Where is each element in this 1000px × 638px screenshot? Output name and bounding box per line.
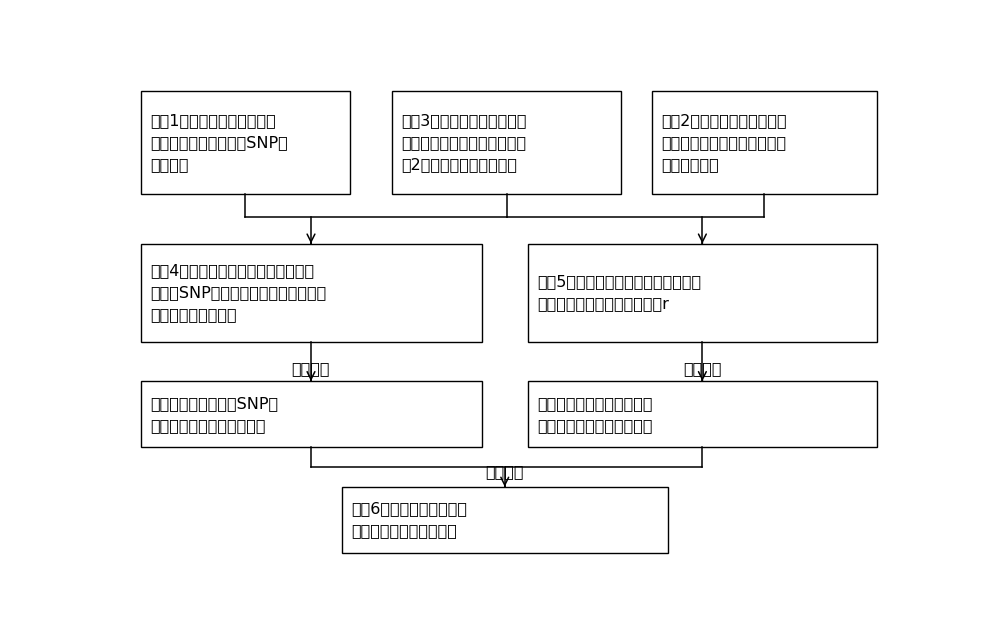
Text: 步骤6：构建待测转录因子
对靶基因的遗传调控网络: 步骤6：构建待测转录因子 对靶基因的遗传调控网络 — [351, 501, 467, 538]
Text: 步骤1：获得植物待测转录因
子在群体中每一个体的SNP基
因型数据: 步骤1：获得植物待测转录因 子在群体中每一个体的SNP基 因型数据 — [150, 113, 288, 173]
Text: 限定条件: 限定条件 — [292, 361, 330, 376]
FancyBboxPatch shape — [140, 381, 482, 447]
FancyBboxPatch shape — [392, 91, 621, 195]
Text: 步骤3：获得植物待测候选靶
基因在群体中每一个体的与步
骤2相同组织的表达量数据: 步骤3：获得植物待测候选靶 基因在群体中每一个体的与步 骤2相同组织的表达量数据 — [402, 113, 527, 173]
FancyBboxPatch shape — [652, 91, 877, 195]
Text: 同时满足: 同时满足 — [486, 464, 524, 480]
Text: 步骤2：获得植物待测转录因
子在群体中每一个体特定组织
的表达量数据: 步骤2：获得植物待测转录因 子在群体中每一个体特定组织 的表达量数据 — [661, 113, 787, 173]
Text: 步骤4：将待测转录因子在群体中每一
个体的SNP基因型数据与候选靶基因的
表达量进行关联分析: 步骤4：将待测转录因子在群体中每一 个体的SNP基因型数据与候选靶基因的 表达量… — [150, 263, 326, 322]
FancyBboxPatch shape — [528, 381, 877, 447]
FancyBboxPatch shape — [528, 244, 877, 342]
FancyBboxPatch shape — [342, 487, 668, 553]
Text: 待测转录因子与候选靶基因
具有高度相关的表达相关性: 待测转录因子与候选靶基因 具有高度相关的表达相关性 — [537, 396, 653, 433]
Text: 步骤5：计算待测转录因子与候选靶基
因之间的群体表达相关性系数r: 步骤5：计算待测转录因子与候选靶基 因之间的群体表达相关性系数r — [537, 274, 701, 311]
Text: 限定条件: 限定条件 — [683, 361, 722, 376]
FancyBboxPatch shape — [140, 244, 482, 342]
FancyBboxPatch shape — [140, 91, 350, 195]
Text: 待测转录因子内任一SNP与
候选靶基因表达量显著关联: 待测转录因子内任一SNP与 候选靶基因表达量显著关联 — [150, 396, 278, 433]
